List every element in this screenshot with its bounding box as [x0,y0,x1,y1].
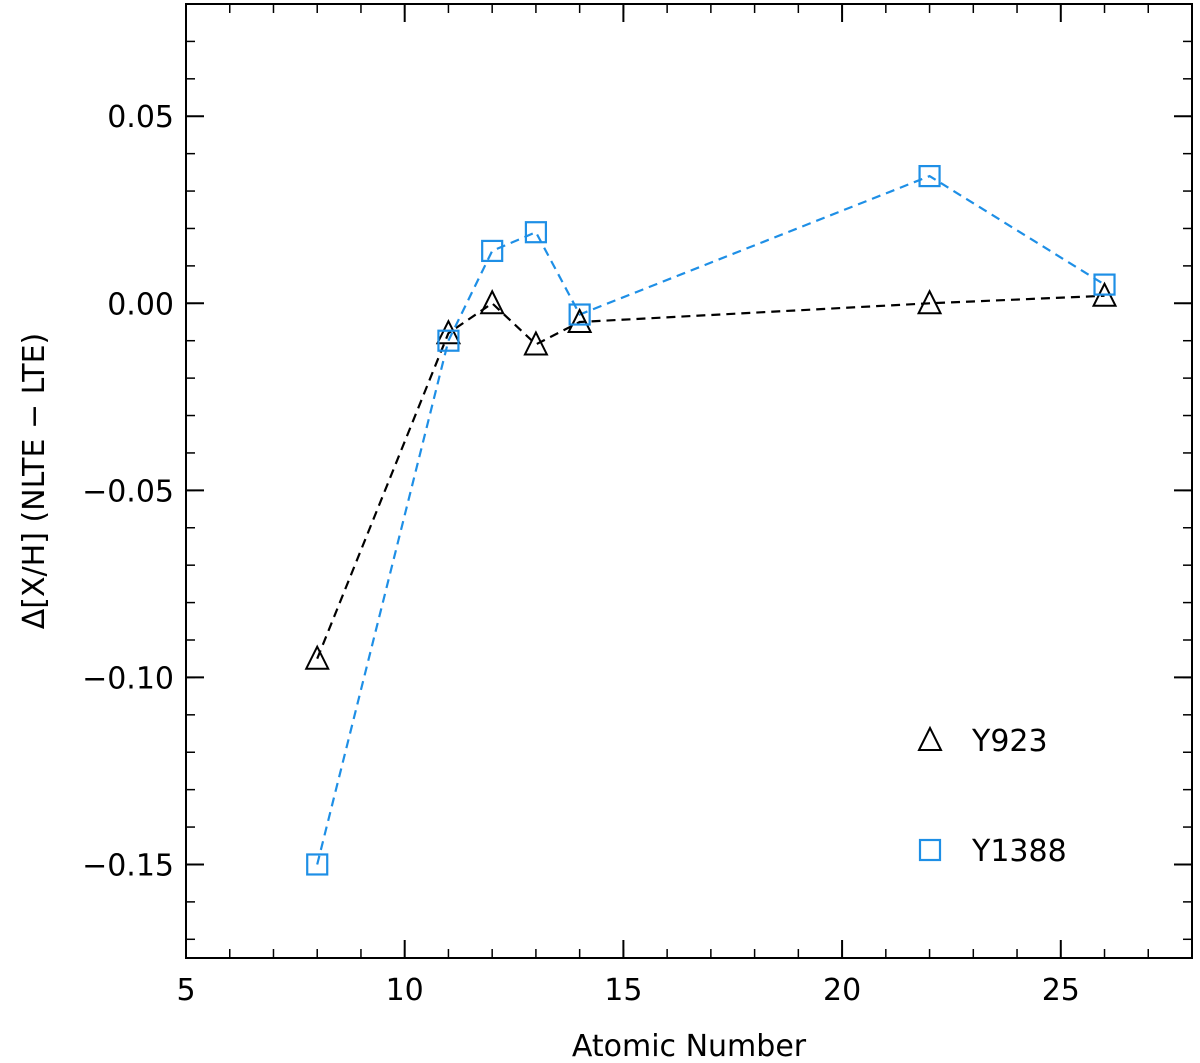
plot-frame [185,3,1193,959]
legend-marker-y1388 [918,838,942,862]
series-markers [304,164,1118,876]
data-point-y923 [523,330,549,356]
minor-ticks [185,3,1193,958]
data-point-y1388 [918,164,941,188]
legend-label-y1388: Y1388 [971,834,1067,869]
data-point-y923 [479,289,505,315]
data-point-y1388 [306,853,329,876]
y-tick-label: −0.10 [82,661,174,696]
x-tick-label: 20 [823,973,861,1008]
major-ticks [185,4,1192,958]
y-tick-label: 0.00 [107,287,174,322]
x-tick-label: 25 [1042,973,1080,1008]
y-tick-label: 0.05 [107,100,174,135]
data-point-y923 [567,307,593,333]
series-line-y1388 [316,174,1106,865]
legend-marker-y923 [917,725,943,751]
y-axis-title: Δ[X/H] (NLTE − LTE) [17,333,52,629]
y-tick-label: −0.05 [82,474,174,509]
data-point-y923 [304,644,330,670]
y-tick-label: −0.15 [82,848,174,883]
x-tick-label: 15 [604,973,642,1008]
y-tick-labels: −0.15 −0.10 −0.05 0.00 0.05 [82,100,174,883]
x-tick-labels: 5 10 15 20 25 [176,973,1079,1008]
data-point-y1388 [1093,273,1116,296]
data-point-y1388 [437,329,460,352]
legend-label-y923: Y923 [971,724,1048,759]
data-point-y923 [916,289,943,315]
data-point-y1388 [524,221,548,244]
legend: Y923 Y1388 [917,724,1067,869]
series-lines [316,174,1106,865]
x-axis-title: Atomic Number [572,1029,807,1063]
data-point-y1388 [481,239,504,263]
data-point-y923 [435,318,462,345]
series-line-y923 [316,294,1105,660]
data-point-y1388 [568,303,591,326]
x-tick-label: 5 [176,973,195,1008]
x-tick-label: 10 [386,973,424,1008]
